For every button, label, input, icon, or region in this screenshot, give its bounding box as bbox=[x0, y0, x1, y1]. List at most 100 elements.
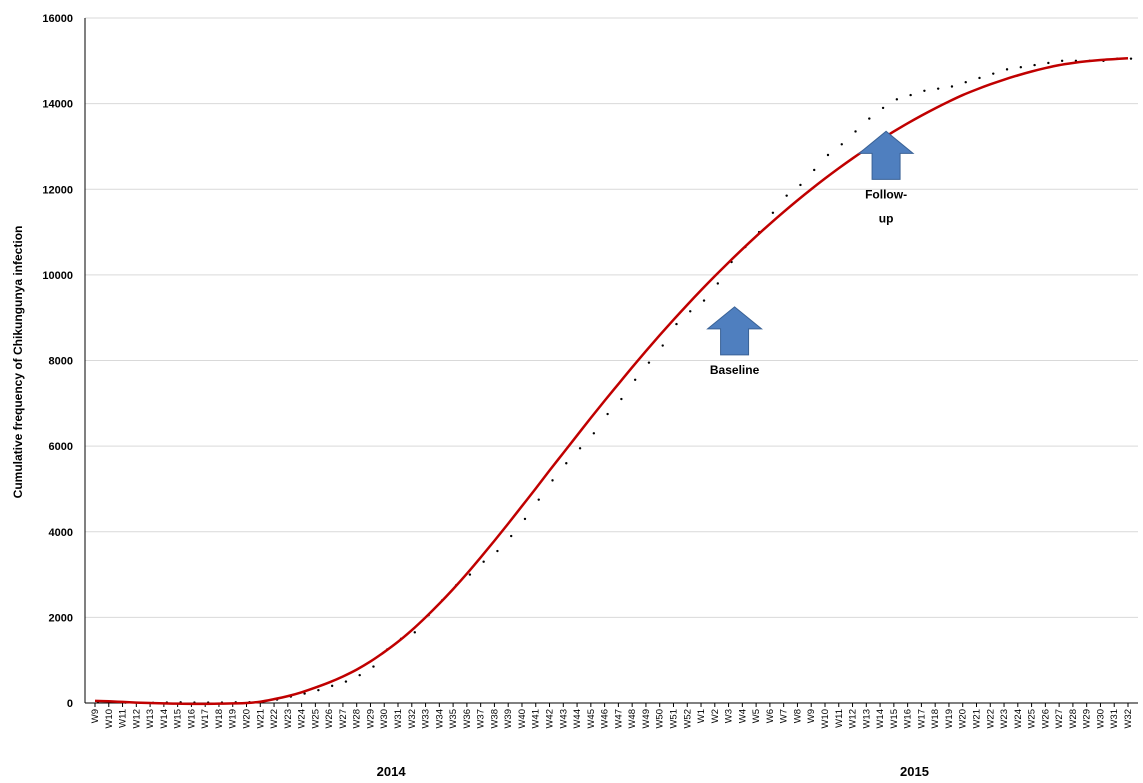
annotation-label: Follow-up bbox=[865, 187, 907, 225]
observed-point bbox=[510, 534, 513, 538]
observed-point bbox=[303, 692, 306, 695]
observed-point bbox=[661, 344, 664, 347]
x-tick-label: W27 bbox=[338, 709, 349, 729]
x-tick-label: W36 bbox=[462, 709, 473, 729]
x-tick-label: W45 bbox=[586, 709, 597, 729]
x-tick-label: W11 bbox=[834, 709, 845, 728]
observed-point bbox=[358, 673, 361, 677]
x-tick-label: W47 bbox=[613, 709, 624, 729]
x-tick-label: W4 bbox=[737, 709, 748, 723]
observed-point bbox=[344, 680, 348, 683]
x-tick-label: W15 bbox=[173, 709, 184, 729]
axes bbox=[84, 18, 1138, 707]
x-tick-label: W50 bbox=[655, 709, 666, 729]
x-tick-label: W46 bbox=[600, 709, 611, 729]
x-tick-label: W13 bbox=[145, 709, 156, 729]
observed-point bbox=[964, 81, 967, 84]
observed-point bbox=[565, 462, 568, 465]
x-tick-label: W18 bbox=[930, 709, 941, 729]
x-tick-label: W48 bbox=[627, 709, 638, 729]
observed-point bbox=[895, 98, 899, 101]
y-tick-label: 2000 bbox=[49, 612, 73, 624]
x-tick-label: W31 bbox=[393, 709, 404, 729]
y-tick-label: 4000 bbox=[49, 527, 73, 539]
x-tick-label: W10 bbox=[820, 709, 831, 729]
x-tick-label: W10 bbox=[104, 709, 115, 729]
x-tick-label: W18 bbox=[214, 709, 225, 729]
observed-point bbox=[551, 479, 554, 482]
observed-point bbox=[923, 89, 926, 92]
x-tick-label: W42 bbox=[545, 709, 556, 729]
x-tick-label: W51 bbox=[668, 709, 679, 729]
observed-point bbox=[826, 153, 830, 157]
y-tick-label: 6000 bbox=[49, 441, 73, 453]
y-tick-label: 10000 bbox=[42, 270, 73, 282]
observed-point bbox=[482, 560, 485, 563]
x-tick-label: W21 bbox=[971, 709, 982, 729]
observed-point bbox=[1033, 63, 1036, 67]
x-tick-label: W5 bbox=[751, 709, 762, 723]
x-tick-label: W40 bbox=[517, 709, 528, 729]
observed-point bbox=[413, 631, 416, 634]
x-tick-label: W9 bbox=[806, 709, 817, 723]
x-tick-label: W28 bbox=[352, 709, 363, 729]
x-tick-label: W24 bbox=[1013, 709, 1024, 729]
x-tick-label: W17 bbox=[916, 709, 927, 729]
x-tick-label: W14 bbox=[875, 709, 886, 729]
observed-point bbox=[881, 106, 885, 110]
x-tick-label: W43 bbox=[558, 709, 569, 729]
observed-point bbox=[950, 85, 954, 88]
y-tick-label: 14000 bbox=[42, 99, 73, 111]
x-tick-label: W16 bbox=[186, 709, 197, 729]
x-tick-label: W31 bbox=[1109, 709, 1120, 729]
annotation-arrow bbox=[706, 306, 763, 356]
x-tick-label: W19 bbox=[944, 709, 955, 729]
x-tick-label: W12 bbox=[131, 709, 142, 729]
observed-point bbox=[647, 361, 651, 364]
y-axis-title: Cumulative frequency of Chikungunya infe… bbox=[11, 226, 25, 499]
x-tick-label: W25 bbox=[310, 709, 321, 729]
x-tick-label: W34 bbox=[434, 709, 445, 729]
observed-point bbox=[675, 322, 678, 326]
annotation-arrow bbox=[857, 130, 915, 180]
observed-point bbox=[468, 573, 472, 576]
observed-point bbox=[992, 72, 995, 75]
x-tick-label: W1 bbox=[696, 709, 707, 723]
observed-point bbox=[936, 87, 940, 90]
observed-point bbox=[689, 310, 692, 313]
x-tick-label: W8 bbox=[792, 709, 803, 723]
observed-point bbox=[317, 688, 320, 692]
x-tick-label: W13 bbox=[861, 709, 872, 729]
x-tick-label: W41 bbox=[531, 709, 542, 729]
observed-point bbox=[372, 665, 375, 668]
y-tick-label: 0 bbox=[67, 698, 73, 710]
x-tick-label: W23 bbox=[999, 709, 1010, 729]
observed-point bbox=[716, 282, 719, 285]
grid-lines bbox=[85, 17, 1138, 618]
x-tick-label: W22 bbox=[269, 709, 280, 729]
observed-point bbox=[909, 93, 912, 97]
observed-point bbox=[978, 76, 981, 80]
x-tick-label: W38 bbox=[489, 709, 500, 729]
x-tick-labels: W9 W10 W11 W12 W13 W14 W15 W16 W17 W18 W19 W20 W21 W2… bbox=[90, 709, 1134, 729]
x-tick-label: W33 bbox=[421, 709, 432, 729]
x-tick-label: W24 bbox=[297, 709, 308, 729]
observed-point bbox=[799, 183, 802, 187]
annotations: Baseline Follow-up bbox=[706, 130, 915, 377]
observed-point bbox=[813, 168, 816, 172]
x-tick-label: W26 bbox=[1040, 709, 1051, 729]
x-tick-label: W17 bbox=[200, 709, 211, 729]
x-tick-label: W49 bbox=[641, 709, 652, 729]
x-tick-label: W32 bbox=[1123, 709, 1134, 729]
y-tick-label: 16000 bbox=[42, 13, 73, 25]
year-label: 2015 bbox=[900, 764, 929, 779]
observed-point bbox=[523, 517, 527, 521]
observed-point bbox=[702, 299, 706, 302]
x-tick-label: W15 bbox=[889, 709, 900, 729]
year-label: 2014 bbox=[377, 764, 407, 779]
observed-point bbox=[840, 143, 843, 146]
observed-point bbox=[1019, 66, 1023, 69]
x-tick-label: W26 bbox=[324, 709, 335, 729]
x-tick-label: W9 bbox=[90, 709, 101, 723]
